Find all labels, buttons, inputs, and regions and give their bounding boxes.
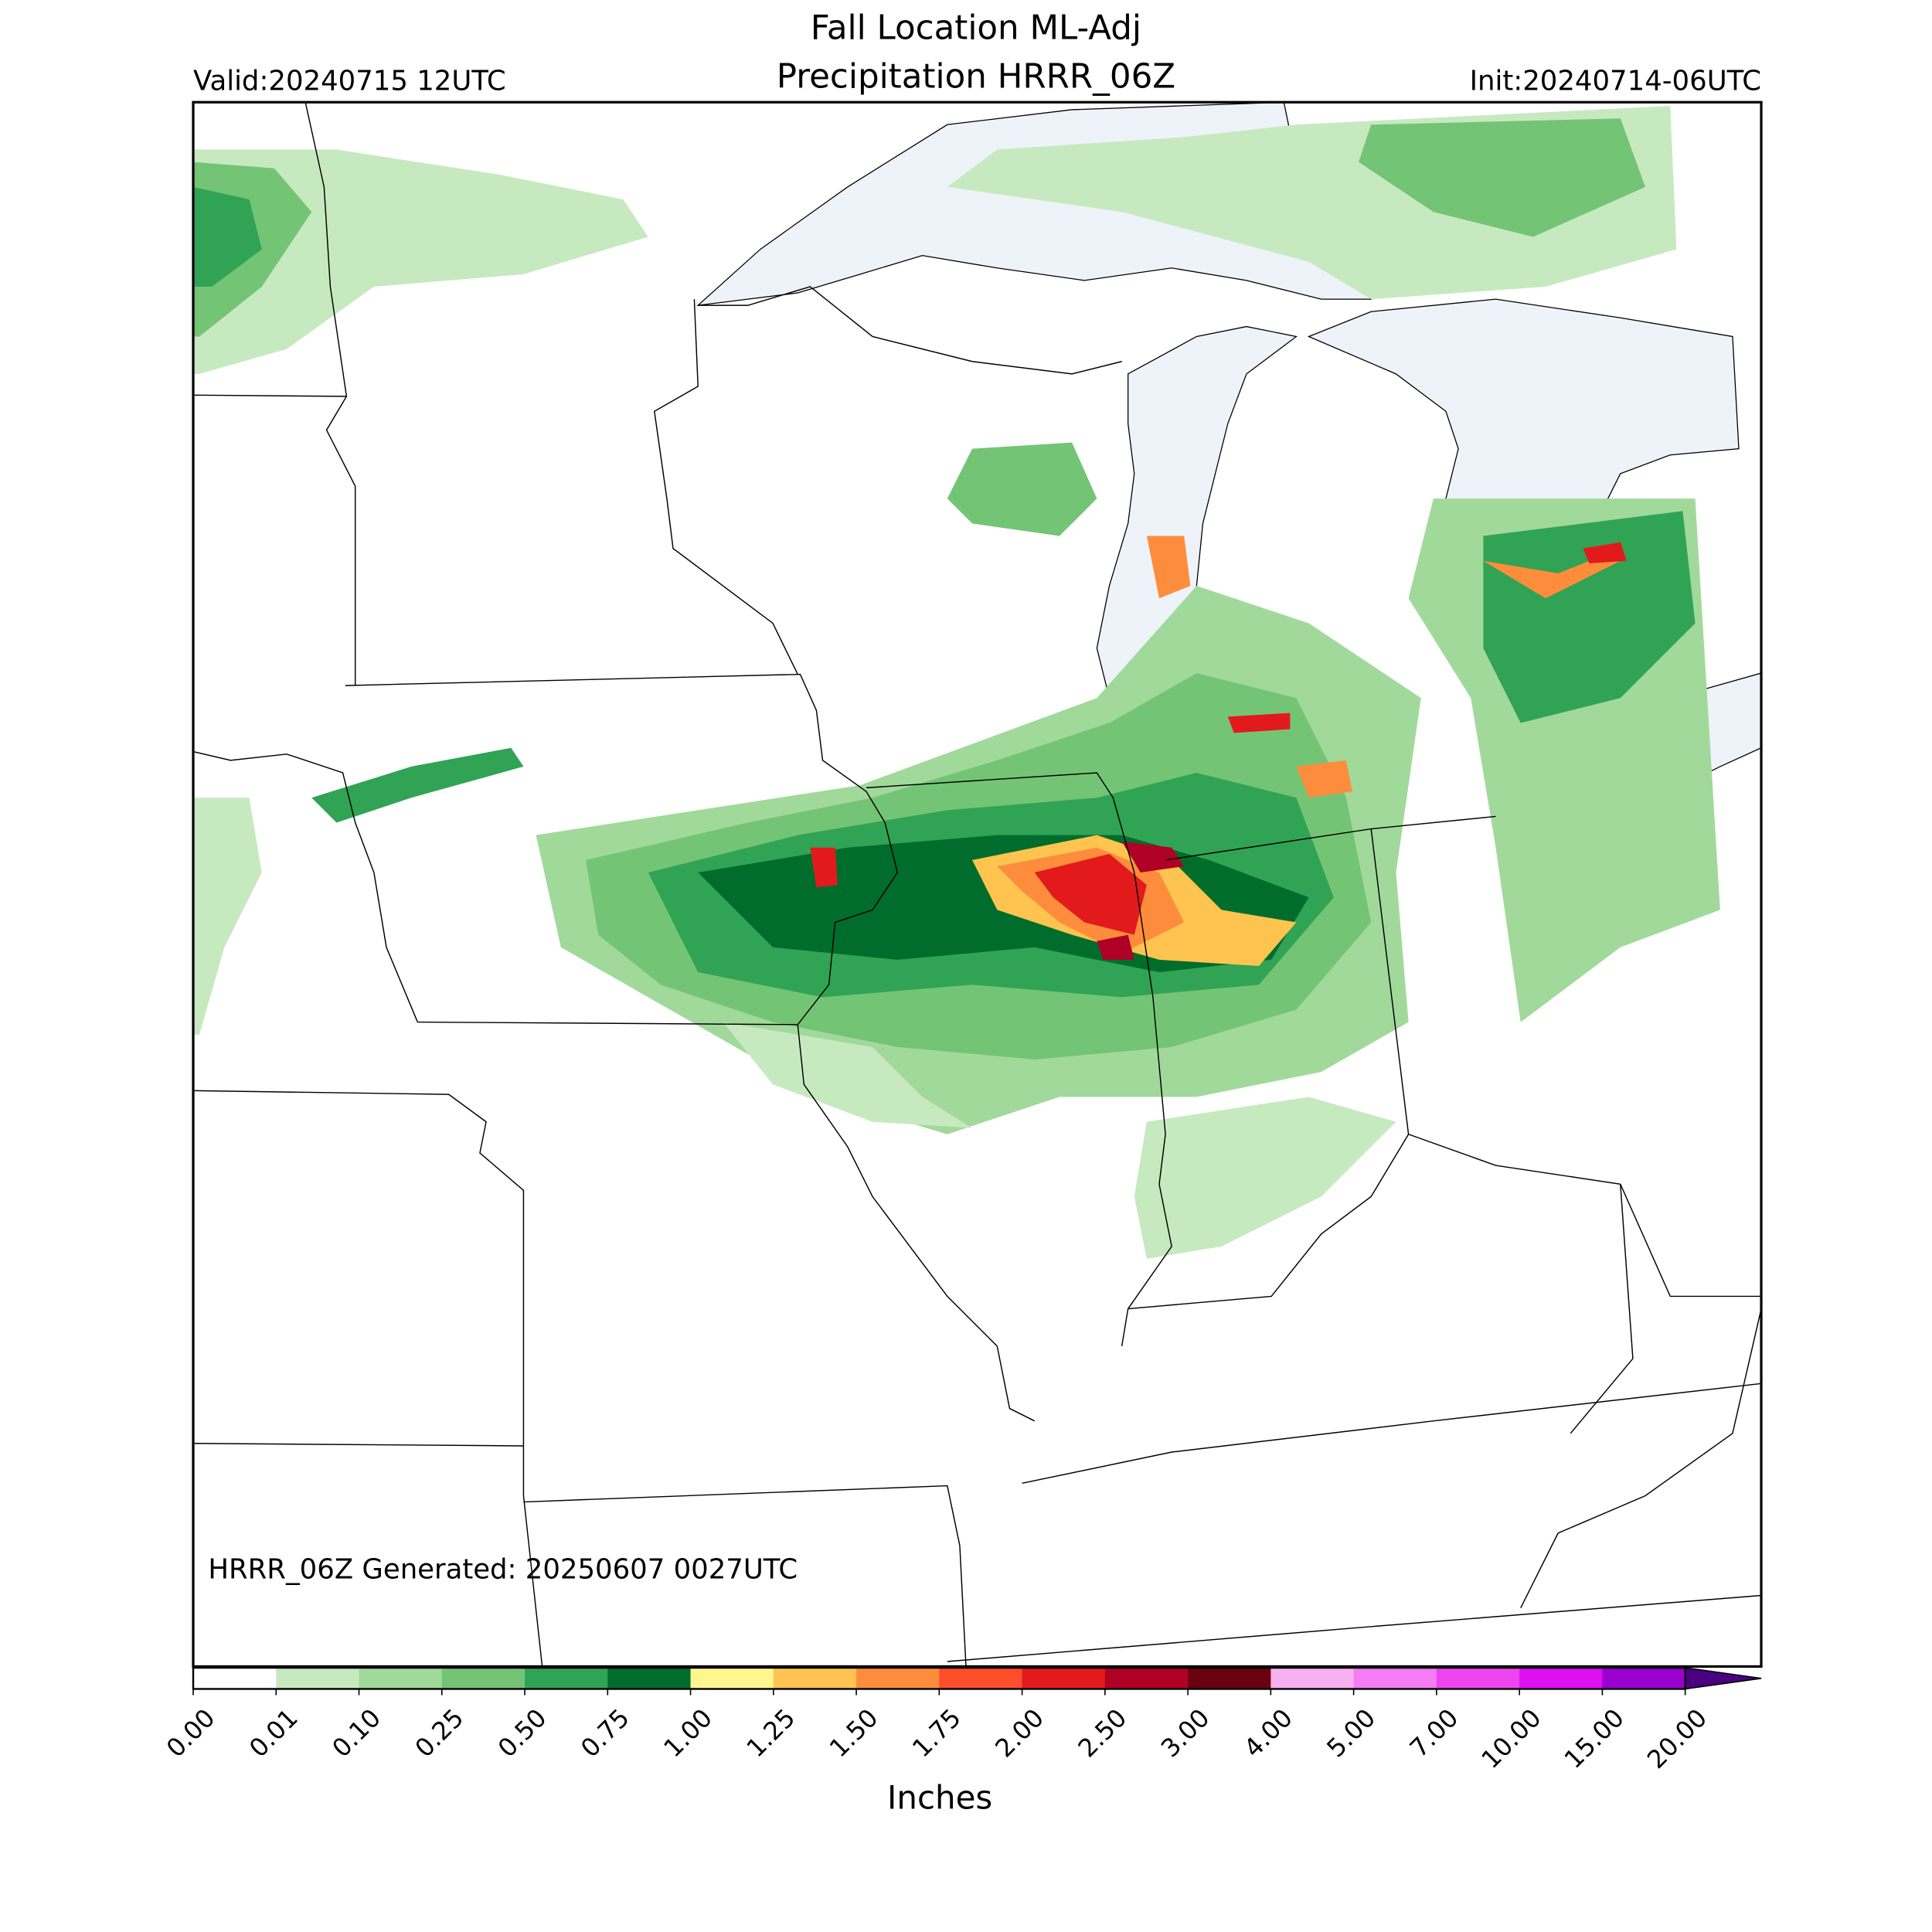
colorbar-label: Inches [887, 1779, 992, 1817]
title-line-1: Fall Location ML-Adj [811, 9, 1141, 48]
colorbar-box [192, 1668, 277, 1689]
map: HRRR_06Z Generated: 20250607 0027UTC [192, 102, 1762, 1667]
colorbar-tick-label: 10.00 [1476, 1703, 1547, 1774]
colorbar-tick-label: 0.00 [161, 1703, 221, 1764]
init-time: Init:20240714-06UTC [1470, 65, 1761, 97]
colorbar-box [773, 1668, 857, 1689]
colorbar-box [1353, 1668, 1437, 1689]
colorbar-tick-label: 3.00 [1155, 1703, 1216, 1764]
colorbar-tick-label: 2.50 [1073, 1703, 1133, 1764]
colorbar-tick-label: 15.00 [1559, 1703, 1630, 1774]
colorbar-box [690, 1668, 774, 1689]
map-frame [192, 100, 1763, 1668]
colorbar-box [441, 1668, 526, 1689]
colorbar: 0.00 0.01 0.10 0.25 0.50 0.75 1.00 1.25 1.50 1.75… [161, 1666, 1762, 1774]
borders [192, 102, 1762, 1667]
precip-field [192, 106, 1720, 1260]
colorbar-tick-label: 4.00 [1238, 1703, 1298, 1764]
colorbar-tick-label: 0.50 [492, 1703, 553, 1764]
colorbar-tick-label: 1.00 [658, 1703, 718, 1764]
colorbar-tick-label: 7.00 [1404, 1703, 1464, 1764]
colorbar-box [276, 1668, 359, 1689]
figure-content: Fall Location ML-Adj Precipitation HRRR_… [161, 9, 1763, 1817]
colorbar-box [607, 1668, 692, 1689]
colorbar-box [1436, 1668, 1520, 1689]
colorbar-box [1270, 1668, 1355, 1689]
colorbar-box [1104, 1668, 1189, 1689]
colorbar-tick-label: 1.50 [824, 1703, 884, 1764]
colorbar-tick-label: 0.75 [575, 1703, 635, 1764]
colorbar-tick-label: 5.00 [1321, 1703, 1381, 1764]
colorbar-tick-label: 0.01 [243, 1703, 304, 1764]
colorbar-tick-label: 0.25 [410, 1703, 470, 1764]
colorbar-extend [1684, 1667, 1762, 1690]
colorbar-box [1519, 1668, 1603, 1689]
colorbar-box [939, 1668, 1023, 1689]
colorbar-tick-label: 1.25 [741, 1703, 801, 1764]
colorbar-box [525, 1668, 608, 1689]
generated-note: HRRR_06Z Generated: 20250607 0027UTC [208, 1553, 798, 1585]
colorbar-box [1022, 1668, 1106, 1689]
colorbar-box [856, 1668, 940, 1689]
colorbar-tick-label: 2.00 [989, 1703, 1049, 1764]
colorbar-tick-label: 0.10 [326, 1703, 386, 1764]
colorbar-box [1188, 1668, 1271, 1689]
colorbar-tick-label: 1.75 [906, 1703, 967, 1764]
title-line-2: Precipitation HRRR_06Z [777, 58, 1175, 97]
colorbar-box [1602, 1668, 1686, 1689]
colorbar-tick-label: 20.00 [1641, 1703, 1713, 1774]
valid-time: Valid:20240715 12UTC [193, 65, 506, 97]
colorbar-box [359, 1668, 443, 1689]
